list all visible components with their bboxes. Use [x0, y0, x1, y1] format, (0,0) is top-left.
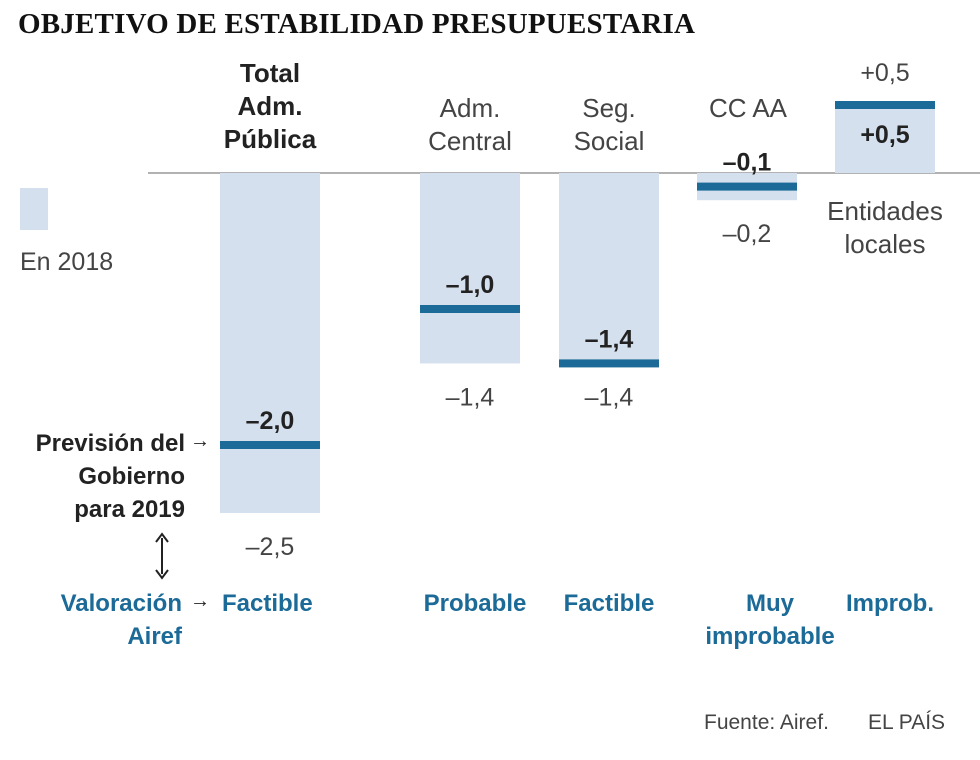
source-note: Fuente: Airef. [704, 711, 829, 734]
gov-forecast-line: Previsión del [35, 430, 185, 457]
airef-assessment-seg-social: Factible [563, 590, 655, 617]
value-label-2018: –1,4 [446, 383, 495, 411]
forecast-line-2019 [835, 101, 935, 109]
right-arrow-icon: → [190, 590, 210, 612]
category-line: Social [573, 126, 645, 156]
bar-2018 [559, 173, 659, 364]
category-label-seg-social: Seg. Social [539, 92, 679, 158]
value-label-2019: –1,0 [446, 271, 495, 299]
brand-label: EL PAÍS [868, 711, 946, 734]
category-line: locales [844, 229, 926, 259]
gov-forecast-line: Gobierno [78, 463, 185, 490]
page-title: OBJETIVO DE ESTABILIDAD PRESUPUESTARIA [18, 8, 696, 40]
value-label-2019: –2,0 [246, 407, 295, 435]
forecast-line-2019 [220, 441, 320, 449]
value-label-2019: –0,1 [723, 149, 772, 177]
forecast-line-2019 [559, 359, 659, 368]
value-label-2018: –0,2 [723, 220, 772, 248]
bar-2018 [220, 173, 320, 513]
category-line: Entidades [827, 196, 943, 226]
airef-line: Airef [127, 623, 182, 650]
legend-swatch [20, 188, 48, 230]
bar-2018 [420, 173, 520, 364]
airef-label: Valoración Airef [10, 587, 182, 653]
airef-assessment-cc-aa: Muy improbable [680, 587, 860, 653]
forecast-line-2019 [420, 305, 520, 313]
category-label-total: Total Adm. Pública [200, 57, 340, 156]
category-line: Adm. [439, 93, 501, 123]
category-line: Adm. [237, 91, 303, 121]
airef-assessment-total: Factible [222, 590, 313, 617]
value-label-2019: –1,4 [585, 325, 634, 353]
airef-assessment-line: improbable [705, 623, 835, 650]
airef-assessment-entidades-locales: Improb. [846, 590, 934, 617]
legend-label: En 2018 [20, 248, 114, 276]
forecast-line-2019 [697, 182, 797, 191]
value-label-2018: –1,4 [585, 383, 634, 411]
category-label-entidades-locales: Entidades locales [815, 195, 955, 261]
value-label-2019: +0,5 [860, 121, 909, 149]
category-label-cc-aa: CC AA [708, 93, 788, 123]
category-line: Seg. [582, 93, 636, 123]
gov-forecast-label: Previsión del Gobierno para 2019 [10, 427, 185, 526]
right-arrow-icon: → [190, 430, 210, 452]
airef-assessment-adm-central: Probable [423, 590, 527, 617]
airef-assessment-line: Muy [746, 590, 794, 617]
value-label-2018: –2,5 [246, 533, 295, 561]
bar-2018 [835, 105, 935, 173]
double-arrow-icon [155, 532, 169, 580]
gov-forecast-line: para 2019 [74, 496, 185, 523]
category-line: Central [428, 126, 512, 156]
category-line: Total [239, 58, 301, 88]
category-label-adm-central: Adm. Central [400, 92, 540, 158]
category-line: Pública [223, 124, 317, 154]
value-label-2018: +0,5 [860, 59, 909, 87]
airef-line: Valoración [60, 590, 182, 617]
